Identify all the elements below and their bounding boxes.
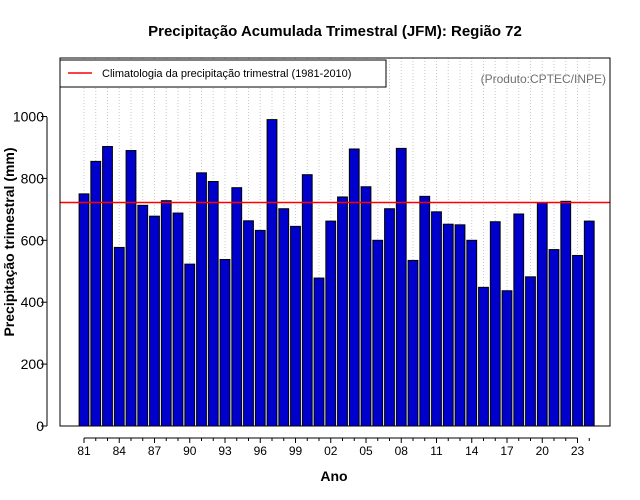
x-tick-label: 81 bbox=[77, 444, 91, 458]
bar-2004 bbox=[348, 148, 360, 427]
y-tick-label: 200 bbox=[21, 356, 45, 372]
bar-2009 bbox=[407, 259, 419, 427]
bar-2020 bbox=[536, 202, 548, 427]
y-tick-label: 0 bbox=[36, 418, 44, 434]
bar-2024 bbox=[583, 220, 595, 427]
legend: Climatologia da precipitação trimestral … bbox=[59, 59, 387, 88]
bar-2006 bbox=[372, 239, 384, 427]
legend-box bbox=[59, 59, 387, 88]
bar-2008 bbox=[395, 147, 407, 427]
x-tick-label: 23 bbox=[571, 444, 585, 458]
bar-2019 bbox=[525, 276, 536, 427]
bar-2011 bbox=[431, 211, 442, 427]
bar-1985 bbox=[125, 150, 137, 427]
chart-title: Precipitação Acumulada Trimestral (JFM):… bbox=[148, 23, 522, 40]
bars bbox=[78, 119, 595, 427]
bar-1983 bbox=[102, 146, 113, 427]
bar-1991 bbox=[196, 172, 207, 427]
bar-1996 bbox=[254, 229, 266, 427]
y-tick-label: 800 bbox=[21, 170, 45, 186]
bar-1994 bbox=[231, 187, 243, 427]
bar-2021 bbox=[548, 249, 560, 427]
credit-text: (Produto:CPTEC/INPE) bbox=[481, 72, 606, 86]
bar-1989 bbox=[172, 212, 184, 427]
bar-1981 bbox=[78, 193, 90, 427]
bar-2016 bbox=[489, 221, 501, 427]
bar-2013 bbox=[454, 224, 466, 427]
bar-2014 bbox=[466, 239, 478, 427]
bar-2023 bbox=[572, 254, 583, 427]
x-tick-label: 90 bbox=[183, 444, 197, 458]
bar-1993 bbox=[219, 258, 231, 427]
bar-2001 bbox=[313, 277, 325, 427]
y-tick-label: 400 bbox=[21, 294, 45, 310]
x-tick-label: 87 bbox=[148, 444, 162, 458]
x-tick-label: 20 bbox=[536, 444, 550, 458]
bar-2012 bbox=[442, 223, 454, 427]
bar-2002 bbox=[325, 220, 337, 427]
bar-2000 bbox=[301, 174, 313, 427]
bar-2010 bbox=[419, 195, 431, 427]
legend-label: Climatologia da precipitação trimestral … bbox=[102, 68, 351, 80]
x-tick-label: 08 bbox=[395, 444, 409, 458]
bar-2018 bbox=[513, 213, 525, 427]
x-tick-label: 02 bbox=[324, 444, 338, 458]
bar-1990 bbox=[184, 263, 196, 427]
bar-1984 bbox=[113, 246, 125, 427]
x-tick-label: 14 bbox=[465, 444, 479, 458]
x-tick-label: 93 bbox=[218, 444, 232, 458]
x-tick-label: 11 bbox=[430, 444, 443, 458]
y-tick-label: 600 bbox=[21, 232, 45, 248]
bar-2005 bbox=[360, 186, 372, 427]
plot-frame bbox=[59, 57, 611, 427]
bar-1998 bbox=[278, 208, 290, 427]
bar-1997 bbox=[266, 119, 278, 427]
bar-1999 bbox=[290, 225, 301, 427]
bar-2003 bbox=[337, 196, 348, 427]
x-tick-label: 17 bbox=[500, 444, 514, 458]
bar-2015 bbox=[478, 286, 489, 427]
bar-1986 bbox=[137, 204, 149, 427]
x-tick-label: 96 bbox=[254, 444, 268, 458]
bar-1988 bbox=[160, 200, 172, 427]
bar-1982 bbox=[90, 160, 102, 427]
bar-2017 bbox=[501, 290, 513, 427]
y-axis: 0 200 400 600 800 1000 bbox=[13, 109, 48, 434]
bar-2007 bbox=[384, 208, 395, 427]
x-tick-label: 05 bbox=[359, 444, 373, 458]
bar-2022 bbox=[560, 200, 572, 427]
bar-1995 bbox=[243, 220, 254, 427]
x-tick-label: 99 bbox=[289, 444, 303, 458]
x-tick-label: 84 bbox=[113, 444, 127, 458]
bar-1987 bbox=[149, 215, 160, 427]
x-axis: 81 84 87 90 93 96 99 02 05 08 11 14 17 20 23 bbox=[77, 437, 590, 458]
x-axis-label: Ano bbox=[320, 468, 347, 484]
y-axis-label: Precipitação trimestral (mm) bbox=[1, 147, 17, 336]
y-tick-label: 1000 bbox=[13, 109, 44, 125]
bar-1992 bbox=[207, 180, 219, 427]
